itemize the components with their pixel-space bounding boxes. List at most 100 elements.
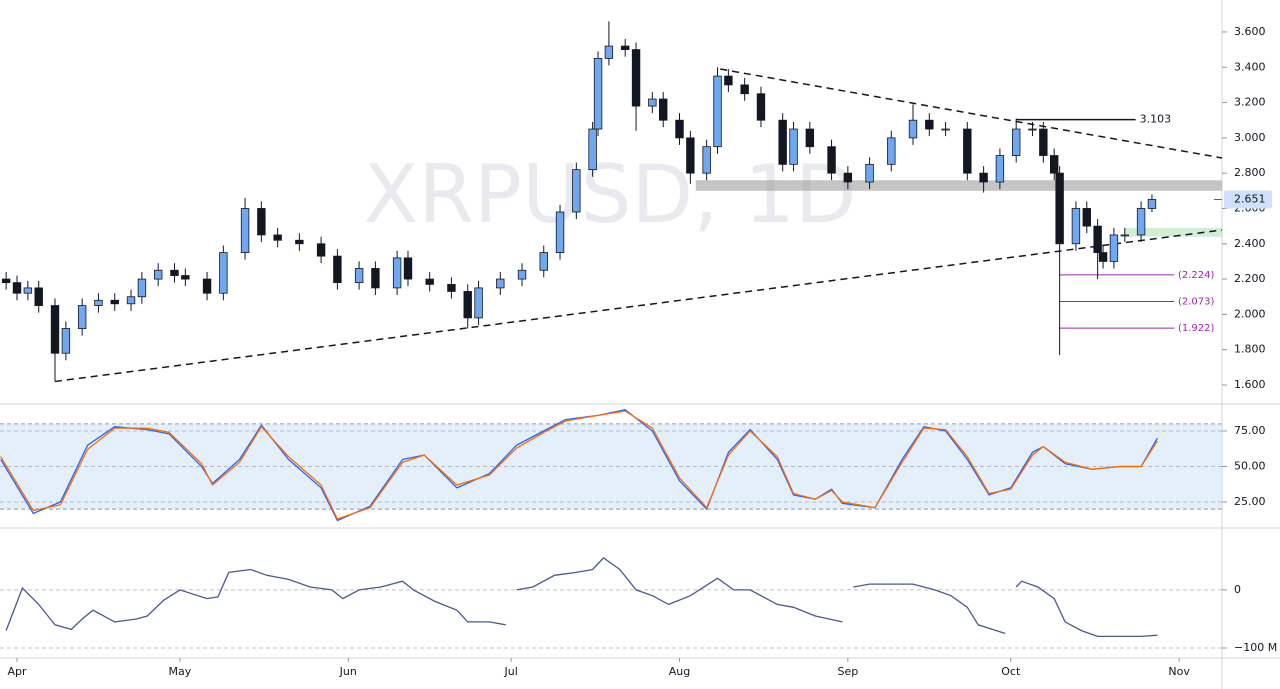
candle-body <box>713 75 722 148</box>
candle-body <box>908 119 918 139</box>
candle-body <box>403 257 413 280</box>
candle-body <box>1 278 11 284</box>
candle-body <box>354 268 364 284</box>
x-tick-label: Aug <box>669 665 690 678</box>
candle-body <box>572 169 581 213</box>
candle-body <box>77 305 87 329</box>
y-tick-label: 3.400 <box>1234 60 1266 73</box>
candle-body <box>659 98 668 121</box>
candle-body <box>724 75 733 86</box>
candle-body <box>675 119 684 139</box>
candle-body <box>778 119 787 165</box>
candle-body <box>1028 128 1037 131</box>
candle-body <box>137 278 147 298</box>
y-tick-label: 2.000 <box>1234 307 1266 320</box>
candle-body <box>686 137 695 174</box>
y-tick-label: 2.800 <box>1234 166 1266 179</box>
candle-body <box>827 146 836 174</box>
candle-body <box>604 45 614 59</box>
candle-body <box>1082 208 1091 227</box>
candle-body <box>110 299 119 305</box>
level-label: (2.073) <box>1178 296 1215 307</box>
candle-body <box>181 275 190 280</box>
last-price-label: 2.651 <box>1234 192 1266 205</box>
y-tick-label: 2.400 <box>1234 237 1266 250</box>
candle-body <box>1049 155 1059 174</box>
y-tick-label: 3.000 <box>1234 131 1266 144</box>
candle-body <box>1055 172 1064 245</box>
candle-body <box>1039 128 1048 156</box>
candle-body <box>648 98 657 107</box>
candle-body <box>702 146 711 174</box>
y-tick-label: 2.200 <box>1234 272 1266 285</box>
y-tick-label: 0 <box>1234 583 1241 596</box>
candle-body <box>1136 208 1146 236</box>
candle-body <box>631 49 641 107</box>
candle-body <box>316 243 326 257</box>
candle-body <box>153 269 163 280</box>
series-line <box>0 410 1158 520</box>
candle-body <box>474 287 483 319</box>
candle-body <box>219 252 228 294</box>
candle-body <box>50 305 60 354</box>
candle-body <box>756 93 766 121</box>
candle-body <box>1109 234 1119 262</box>
candle-body <box>843 172 853 183</box>
y-tick-label: 3.600 <box>1234 25 1266 38</box>
candle-body <box>496 278 505 289</box>
candle-body <box>463 291 472 319</box>
candle-body <box>620 45 630 51</box>
candle-body <box>865 163 874 183</box>
candle-body <box>126 296 136 305</box>
candle-body <box>979 172 988 183</box>
y-tick-label: 50.00 <box>1234 459 1266 472</box>
y-tick-label: −100 M <box>1234 641 1277 654</box>
candle-body <box>517 269 527 280</box>
candle-body <box>23 287 33 294</box>
x-tick-label: Jun <box>339 665 357 678</box>
y-tick-label: 1.600 <box>1234 378 1266 391</box>
candle-body <box>1098 252 1108 262</box>
level-label: (1.922) <box>1178 323 1215 334</box>
candle-body <box>1093 225 1102 254</box>
watermark: XRPUSD, 1D <box>364 148 857 241</box>
candle-body <box>1147 199 1157 209</box>
y-tick-label: 3.200 <box>1234 96 1266 109</box>
candle-body <box>887 137 896 165</box>
candle-body <box>273 234 282 241</box>
last-price-tag <box>1224 190 1272 209</box>
candle-body <box>941 128 950 131</box>
candle-body <box>555 211 565 254</box>
series-line <box>5 557 1158 638</box>
candle-body <box>539 252 548 271</box>
y-tick-label: 25.00 <box>1234 495 1266 508</box>
candle-body <box>202 278 212 294</box>
candle-body <box>61 328 71 354</box>
candle-body <box>371 268 380 289</box>
candle-body <box>12 282 22 294</box>
x-tick-label: Oct <box>1001 665 1021 678</box>
candle-body <box>740 84 749 95</box>
x-tick-label: Sep <box>837 665 858 678</box>
candle-body <box>295 239 304 245</box>
x-tick-label: Nov <box>1168 665 1190 678</box>
x-tick-label: May <box>169 665 192 678</box>
candle-body <box>447 283 456 292</box>
candle-body <box>392 257 402 289</box>
candle-body <box>1011 128 1021 156</box>
candle-body <box>34 287 43 306</box>
trendline <box>54 229 1223 383</box>
candle-body <box>588 128 597 171</box>
candle-body <box>333 255 342 284</box>
candle-body <box>995 155 1005 183</box>
candle-body <box>963 128 972 174</box>
candle-body <box>257 208 266 236</box>
candle-body <box>789 128 798 165</box>
x-tick-label: Jul <box>504 665 518 678</box>
y-tick-label: 1.800 <box>1234 343 1266 356</box>
zone <box>1124 227 1222 237</box>
candle-body <box>1071 208 1081 245</box>
level-label: (2.224) <box>1178 270 1215 281</box>
